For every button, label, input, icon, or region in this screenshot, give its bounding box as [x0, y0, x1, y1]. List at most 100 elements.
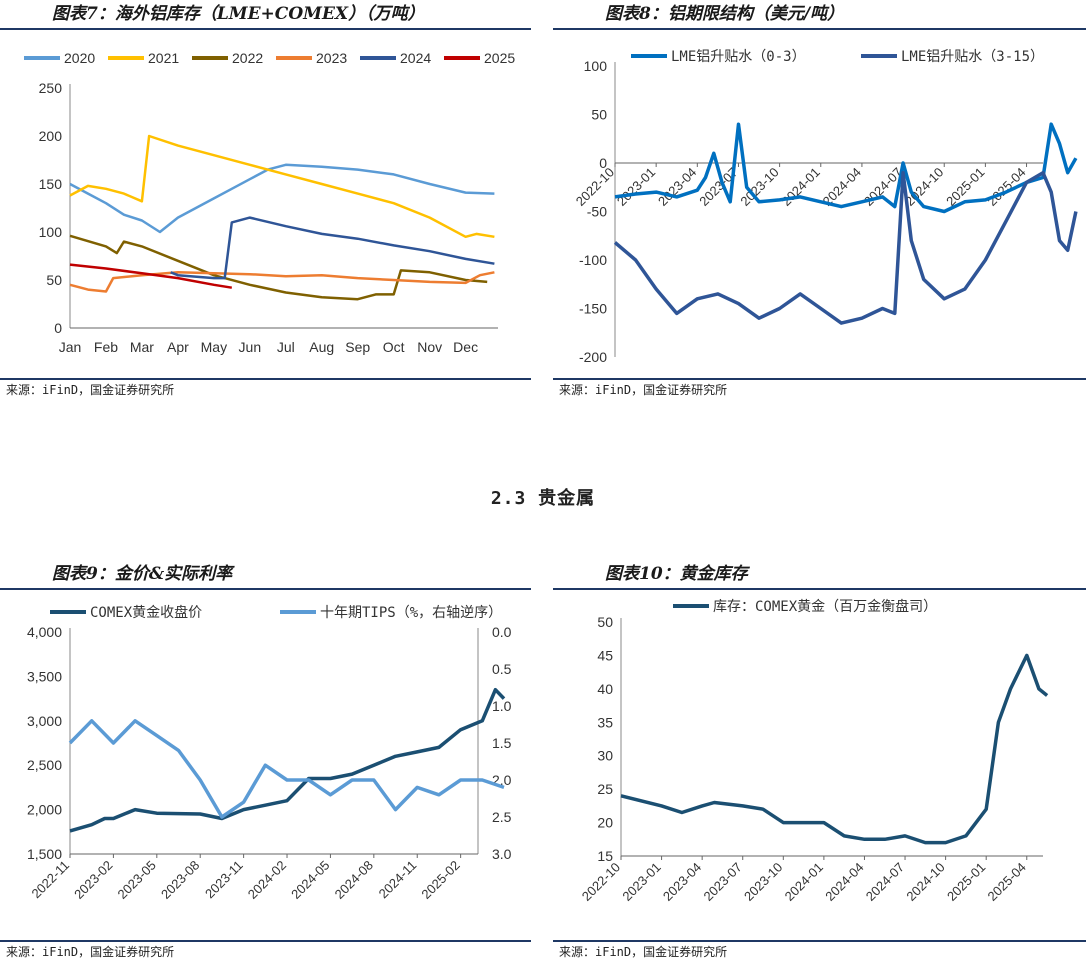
- panel-aluminium-term-structure: 图表8：铝期限结构（美元/吨） 100 50 0 -50 -100 -150 -200 202…: [553, 0, 1086, 404]
- y-tick-label: 2,500: [27, 757, 62, 773]
- y-tick-label: 100: [584, 58, 608, 74]
- y-tick-label: 50: [46, 272, 62, 288]
- x-tick-label: 2024-08: [332, 858, 376, 902]
- y-tick-label: 0: [54, 320, 62, 336]
- series-line-库存：COMEX黄金（百万金衡盘司）: [620, 653, 1049, 845]
- legend-label: LME铝升贴水（0-3）: [671, 49, 806, 65]
- legend-label: 2025: [484, 50, 515, 66]
- chart-source: 来源：iFinD，国金证券研究所: [0, 940, 531, 962]
- x-tick-label: 2024-04: [822, 860, 866, 904]
- y-tick-label: 15: [597, 848, 613, 864]
- y2-tick-label: 0.5: [492, 661, 512, 677]
- legend-label: 十年期TIPS（%，右轴逆序）: [320, 605, 502, 621]
- x-tick-label: 2023-01: [619, 860, 663, 904]
- series-line-十年期TIPS（%，右轴逆序）: [68, 719, 505, 819]
- x-tick-label: Jan: [59, 339, 82, 355]
- x-tick-label: 2023-02: [71, 858, 115, 902]
- x-tick-label: Feb: [94, 339, 118, 355]
- series-line-2022: [69, 234, 488, 301]
- legend-label: COMEX黄金收盘价: [90, 604, 202, 621]
- panel-aluminium-inventory: 图表7：海外铝库存（LME+COMEX）（万吨） 0 50 100 150 200 250…: [0, 0, 531, 404]
- chart-title: 图表8：铝期限结构（美元/吨）: [553, 0, 1086, 30]
- x-tick-label: 2022-10: [579, 860, 623, 904]
- y-tick-label: -200: [579, 349, 607, 365]
- y-tick-label: 20: [597, 815, 613, 831]
- x-tick-label: Nov: [417, 339, 442, 355]
- chart-gold-inventory: 15202530354045502022-102023-012023-04202…: [579, 598, 1049, 904]
- x-tick-label: 2023-08: [158, 858, 202, 902]
- y-tick-label: 25: [597, 781, 613, 797]
- y-tick-label: -150: [579, 301, 607, 317]
- y-tick-label: 35: [597, 714, 613, 730]
- y-tick-label: 40: [597, 681, 613, 697]
- legend-label: 2020: [64, 50, 95, 66]
- y-tick-label: 1,500: [27, 846, 62, 862]
- y-tick-label: 2,000: [27, 802, 62, 818]
- y-tick-label: 30: [597, 748, 613, 764]
- x-tick-label: 2024-02: [245, 858, 289, 902]
- chart-aluminium-term-structure: 100 50 0 -50 -100 -150 -200 2022-102023-012023-…: [573, 49, 1078, 365]
- chart-title: 图表10：黄金库存: [553, 560, 1086, 590]
- panel-gold-inventory: 图表10：黄金库存 15 20 25 30 35 40 45 50 2022-10 2023-01…: [553, 560, 1086, 966]
- chart-title: 图表9：金价&实际利率: [0, 560, 531, 590]
- y2-tick-label: 1.5: [492, 735, 512, 751]
- x-tick-label: Jun: [239, 339, 262, 355]
- x-tick-label: 2023-11: [202, 858, 246, 902]
- series-line-LME铝升贴水（3-15）: [613, 170, 1078, 325]
- x-tick-label: 2023-05: [115, 858, 159, 902]
- series-line-LME铝升贴水（0-3）: [614, 122, 1078, 214]
- x-tick-label: 2025-04: [984, 165, 1028, 209]
- y2-tick-label: 3.0: [492, 846, 512, 862]
- series-line-2021: [69, 134, 495, 239]
- legend-label: 2023: [316, 50, 347, 66]
- panel-gold-price-real-rate: 图表9：金价&实际利率 4,000 3,500 3,000 2,500 2,000 1,5…: [0, 560, 531, 966]
- series-line-2020: [69, 163, 495, 234]
- y-tick-label: -50: [587, 204, 607, 220]
- y-tick-label: 3,000: [27, 713, 62, 729]
- legend-label: 库存：COMEX黄金（百万金衡盘司）: [713, 598, 937, 615]
- x-tick-label: 2025-04: [985, 860, 1029, 904]
- x-tick-label: Mar: [130, 339, 154, 355]
- x-tick-label: 2022-11: [28, 858, 72, 902]
- x-tick-label: Aug: [309, 339, 334, 355]
- y-tick-label: 150: [39, 176, 63, 192]
- chart-source: 来源：iFinD，国金证券研究所: [553, 378, 1086, 400]
- y-tick-label: 45: [597, 647, 613, 663]
- legend-label: 2022: [232, 50, 263, 66]
- x-tick-label: 2023-10: [741, 860, 785, 904]
- legend-label: 2021: [148, 50, 179, 66]
- y-tick-label: -100: [579, 252, 607, 268]
- y2-tick-label: 0.0: [492, 624, 512, 640]
- x-tick-label: 2024-05: [288, 858, 332, 902]
- x-tick-label: May: [201, 339, 227, 355]
- chart-source: 来源：iFinD，国金证券研究所: [0, 378, 531, 400]
- chart-gold-price-real-rate: 4,000 3,500 3,000 2,500 2,000 1,500 0.0 0.5 1.0 1…: [27, 604, 512, 902]
- series-line-2023: [69, 271, 495, 293]
- legend-label: 2024: [400, 50, 431, 66]
- x-tick-label: 2023-01: [614, 165, 658, 209]
- series-line-COMEX黄金收盘价: [69, 687, 506, 833]
- section-heading: 2.3 贵金属: [490, 488, 596, 509]
- legend-label: LME铝升贴水（3-15）: [901, 49, 1044, 65]
- x-tick-label: 2022-10: [573, 165, 617, 209]
- y2-tick-label: 1.0: [492, 698, 512, 714]
- y-tick-label: 0: [599, 155, 607, 171]
- series-line-2024: [170, 216, 495, 280]
- y-tick-label: 3,500: [27, 668, 62, 684]
- x-tick-label: 2023-04: [660, 860, 704, 904]
- y-tick-label: 50: [597, 614, 613, 630]
- y-tick-label: 50: [591, 107, 607, 123]
- y-tick-label: 4,000: [27, 624, 62, 640]
- x-tick-label: 2023-07: [701, 860, 745, 904]
- y-tick-label: 250: [39, 80, 63, 96]
- x-tick-label: 2023-04: [655, 165, 699, 209]
- y-tick-label: 200: [39, 128, 63, 144]
- chart-aluminium-inventory: 0 50 100 150 200 250 Jan Feb Mar Apr May Jun Jul Aug S…: [24, 50, 515, 355]
- x-tick-label: 2024-07: [863, 860, 907, 904]
- series-line-2025: [69, 263, 232, 289]
- x-tick-label: Apr: [167, 339, 189, 355]
- y2-tick-label: 2.5: [492, 809, 512, 825]
- x-tick-label: 2025-02: [418, 858, 462, 902]
- x-tick-label: Jul: [277, 339, 295, 355]
- x-tick-label: 2024-10: [903, 860, 947, 904]
